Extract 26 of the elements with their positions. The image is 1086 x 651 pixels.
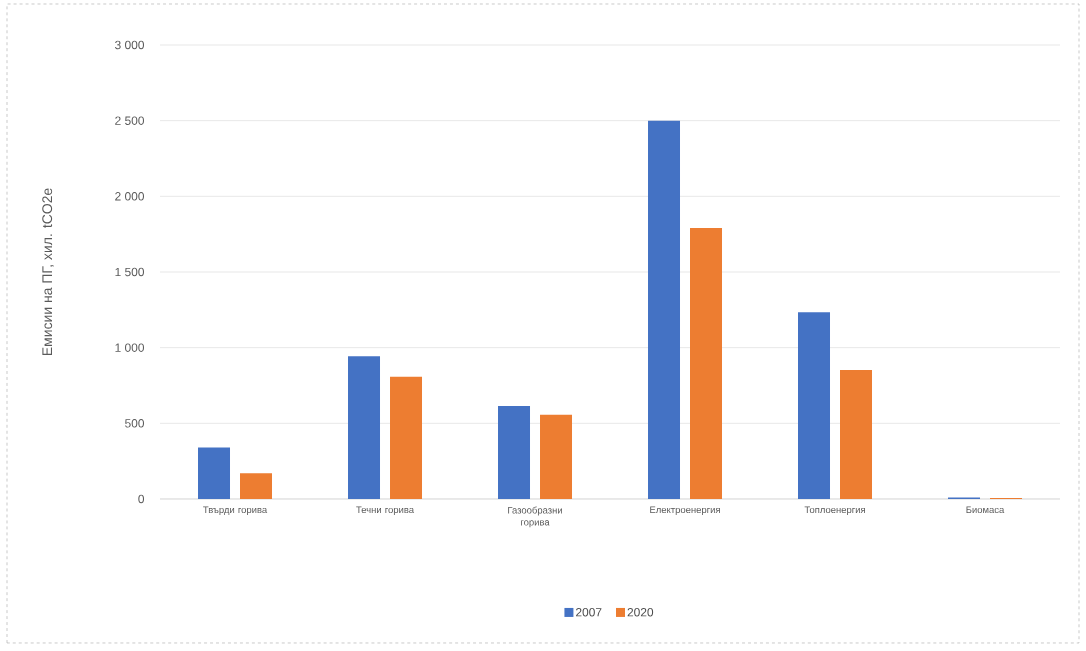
bar: [498, 406, 531, 499]
legend-label: 2020: [627, 608, 654, 617]
bar: [540, 414, 573, 499]
y-tick-label: 3 000: [115, 40, 145, 50]
y-tick-label: 2 000: [115, 192, 145, 201]
bar: [240, 473, 273, 499]
y-tick-label: 500: [125, 419, 145, 428]
y-axis-title: Емисии на ПГ, хил. tCO2e: [42, 188, 54, 356]
bar: [390, 376, 423, 499]
y-tick-label: 2 500: [115, 116, 145, 125]
x-tick-label: Електроенергия: [650, 506, 720, 515]
bar: [348, 356, 381, 499]
bar: [690, 227, 723, 499]
y-tick-label: 0: [138, 494, 145, 504]
x-tick-label: Течни горива: [356, 506, 415, 515]
bar: [198, 447, 231, 499]
x-tick-label: Газообразни горива: [508, 506, 562, 528]
bar: [798, 312, 831, 499]
y-tick-label: 1 000: [115, 343, 145, 352]
legend-label: 2007: [576, 608, 602, 617]
bar: [648, 120, 681, 499]
x-tick-label: Топлоенергия: [804, 506, 865, 515]
bar: [840, 370, 873, 499]
x-tick-label: Твърди горива: [203, 506, 268, 515]
y-tick-label: 1 500: [115, 267, 145, 277]
x-tick-label: Биомаса: [966, 506, 1005, 514]
